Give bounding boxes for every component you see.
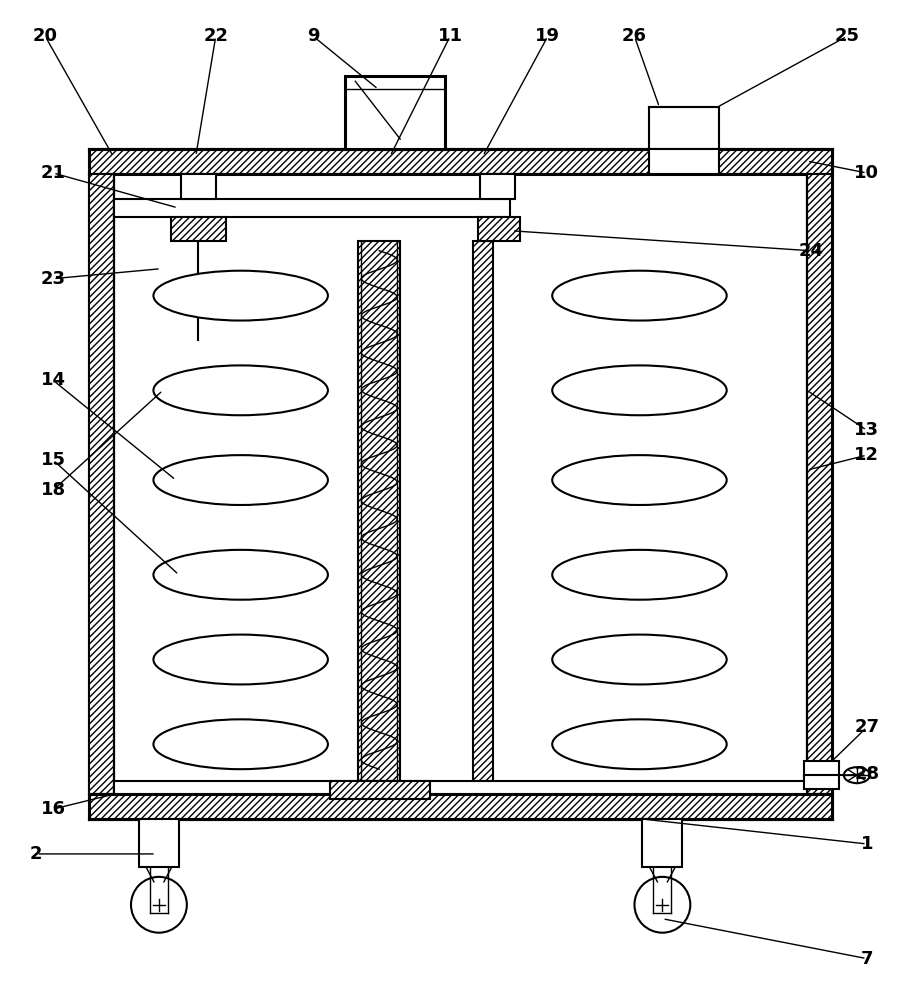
Ellipse shape [635, 877, 691, 933]
Bar [643, 819, 682, 867]
Text: 18: 18 [41, 481, 65, 499]
Bar [114, 781, 807, 794]
Text: 22: 22 [204, 27, 228, 45]
Text: 14: 14 [41, 371, 65, 389]
Text: 10: 10 [855, 164, 880, 182]
Bar [804, 761, 839, 789]
Text: 20: 20 [33, 27, 58, 45]
Bar [345, 76, 445, 149]
Text: 27: 27 [855, 718, 880, 736]
Text: 1: 1 [860, 835, 873, 853]
Ellipse shape [553, 550, 727, 600]
Text: 16: 16 [41, 800, 65, 818]
Ellipse shape [553, 271, 727, 321]
Ellipse shape [131, 877, 187, 933]
Bar [331, 781, 430, 799]
Text: 2: 2 [30, 845, 42, 863]
Bar [89, 149, 832, 174]
Text: 12: 12 [855, 446, 880, 464]
Bar [181, 174, 216, 199]
Ellipse shape [154, 365, 328, 415]
Ellipse shape [154, 635, 328, 684]
Bar [89, 794, 832, 819]
Bar [171, 217, 226, 241]
Text: 13: 13 [855, 421, 880, 439]
Bar [649, 107, 719, 149]
Ellipse shape [553, 455, 727, 505]
Ellipse shape [154, 550, 328, 600]
Bar [89, 174, 114, 794]
Bar [807, 174, 832, 794]
Bar [114, 199, 510, 217]
Ellipse shape [844, 767, 869, 783]
Ellipse shape [154, 719, 328, 769]
Ellipse shape [553, 719, 727, 769]
Bar [358, 241, 401, 781]
Ellipse shape [553, 635, 727, 684]
Bar [473, 241, 493, 781]
Bar [139, 819, 179, 867]
Text: 28: 28 [854, 765, 880, 783]
Text: 11: 11 [437, 27, 462, 45]
Text: 15: 15 [41, 451, 65, 469]
Text: 19: 19 [535, 27, 560, 45]
Text: 25: 25 [834, 27, 859, 45]
Text: 9: 9 [308, 27, 320, 45]
Text: 7: 7 [860, 950, 873, 968]
Text: 21: 21 [41, 164, 65, 182]
Text: 23: 23 [41, 270, 65, 288]
Ellipse shape [154, 271, 328, 321]
Text: 24: 24 [799, 242, 823, 260]
Bar [478, 217, 519, 241]
Bar [480, 174, 515, 199]
Bar [649, 149, 719, 174]
Text: 26: 26 [622, 27, 647, 45]
Ellipse shape [154, 455, 328, 505]
Ellipse shape [553, 365, 727, 415]
